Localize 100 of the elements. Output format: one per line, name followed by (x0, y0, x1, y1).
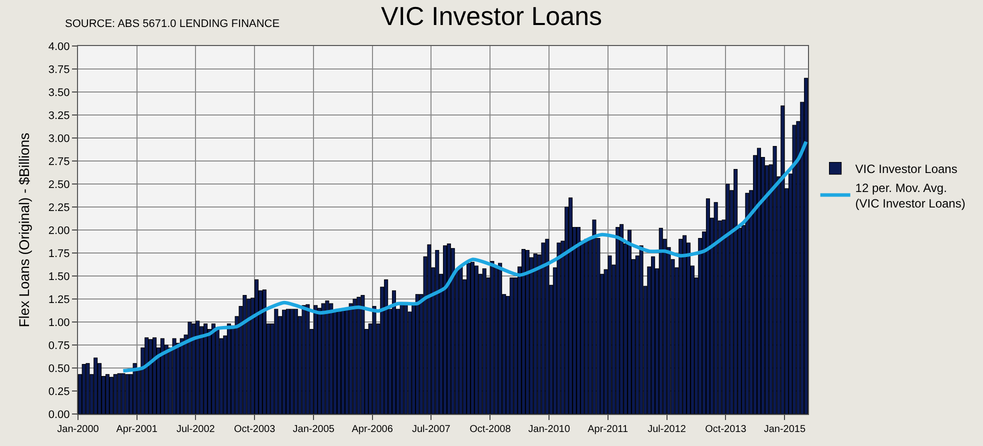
y-tick-label: 1.50 (48, 270, 70, 283)
bar (286, 308, 290, 414)
x-tick-label: Jan-2000 (57, 424, 100, 435)
bar (490, 260, 494, 414)
bar (215, 327, 220, 414)
bar (466, 262, 471, 414)
bar (658, 228, 663, 414)
bar (105, 374, 110, 414)
bar (211, 324, 216, 414)
bar (458, 266, 463, 414)
bar (627, 230, 632, 414)
bar (792, 124, 796, 414)
bar (714, 202, 718, 414)
bar (584, 238, 588, 414)
x-tick-label: Oct-2003 (234, 424, 276, 435)
x-tick-label: Jul-2002 (176, 424, 216, 435)
x-tick-label: Jul-2012 (648, 424, 686, 435)
bar (682, 235, 687, 414)
y-tick-label: 2.75 (48, 156, 70, 168)
y-tick-label: 2.00 (48, 224, 70, 237)
bar (152, 337, 157, 414)
y-tick-label: 3.50 (48, 86, 70, 99)
bar (302, 305, 306, 414)
chart-title: VIC Investor Loans (380, 0, 602, 31)
bar (427, 244, 432, 414)
bar (678, 238, 683, 414)
y-tick-label: 1.75 (48, 248, 70, 260)
bar (196, 320, 200, 414)
bar (117, 373, 122, 414)
bar (639, 245, 644, 414)
bar (340, 310, 345, 414)
bar (608, 255, 612, 414)
bar (525, 250, 530, 414)
x-tick-label: Oct-2008 (470, 424, 512, 435)
x-tick-label: Apr-2006 (352, 424, 394, 435)
y-tick-label: 1.25 (48, 294, 70, 306)
bar (651, 256, 656, 414)
bar (756, 148, 761, 414)
bar (404, 303, 408, 414)
bar (592, 220, 596, 414)
bar (352, 298, 357, 414)
bar (360, 295, 365, 414)
bar (734, 168, 738, 414)
bar (510, 278, 514, 414)
legend-label: 12 per. Mov. Avg. (VIC Investor Loans) (855, 180, 966, 210)
y-axis-title: Flex Loans (Original) - $Billions (16, 132, 32, 328)
bar (442, 245, 448, 414)
bar (576, 226, 580, 414)
bar (804, 78, 808, 414)
y-tick-label: 3.75 (48, 64, 70, 76)
bar (384, 279, 388, 414)
y-tick-label: 1.00 (48, 316, 70, 329)
bar (616, 226, 620, 414)
legend-label: VIC Investor Loans (855, 162, 958, 176)
bar (246, 298, 251, 414)
y-tick-label: 0.00 (48, 408, 70, 421)
bar (435, 250, 440, 414)
bar (254, 279, 259, 414)
y-tick-label: 2.50 (48, 178, 70, 191)
bar (94, 358, 98, 414)
bar (706, 198, 710, 414)
bar (568, 198, 573, 414)
bar (314, 305, 318, 414)
bar (415, 294, 420, 414)
y-tick-label: 3.00 (48, 132, 70, 145)
bar (545, 238, 550, 414)
bar (780, 106, 785, 414)
source-note: SOURCE: ABS 5671.0 LENDING FINANCE (65, 18, 280, 30)
bar (121, 373, 126, 414)
bar (144, 337, 149, 414)
y-tick-label: 0.25 (48, 386, 70, 398)
bar (372, 306, 376, 414)
bar (726, 184, 730, 414)
bar (356, 296, 361, 414)
x-tick-label: Jan-2005 (292, 424, 335, 435)
y-tick-label: 4.00 (48, 40, 70, 53)
bar (498, 262, 502, 414)
bar (148, 339, 153, 414)
x-tick-label: Jul-2007 (412, 424, 451, 435)
bar (242, 295, 247, 414)
bar (204, 324, 208, 414)
bar (400, 303, 404, 414)
bar (470, 262, 474, 414)
y-tick-label: 0.50 (48, 362, 70, 375)
line-series (121, 140, 808, 373)
bar (192, 324, 196, 414)
x-tick-label: Jan-2015 (764, 424, 806, 435)
bar (86, 363, 90, 414)
bar (325, 300, 330, 414)
bar (290, 308, 294, 414)
bar (446, 244, 451, 414)
bar (521, 249, 526, 414)
x-tick-label: Apr-2001 (116, 424, 158, 435)
bar (336, 312, 341, 414)
y-tick-label: 0.75 (48, 340, 70, 352)
y-tick-label: 2.25 (48, 202, 70, 214)
bar (109, 376, 114, 414)
bar (321, 303, 326, 414)
bar (172, 338, 176, 414)
x-tick-label: Oct-2013 (705, 424, 747, 435)
